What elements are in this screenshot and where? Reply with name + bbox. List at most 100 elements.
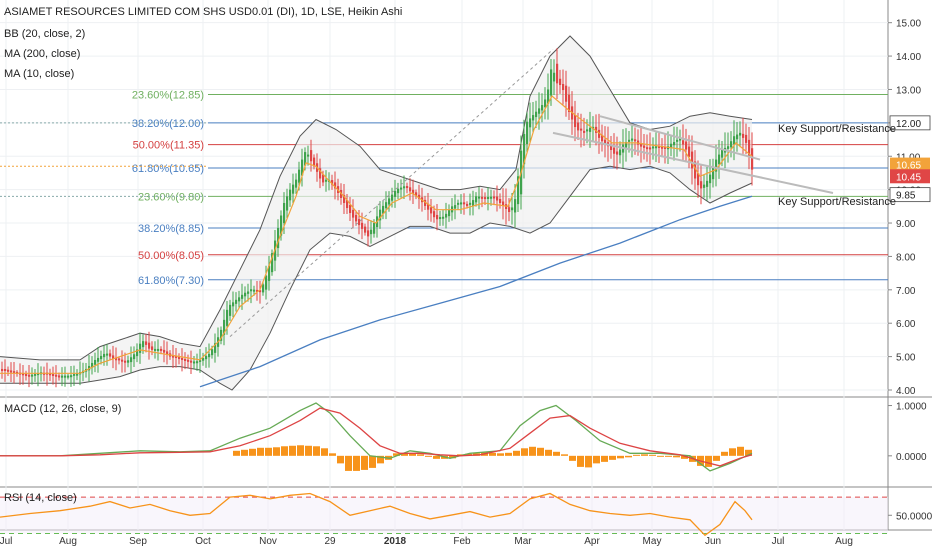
- candle-body: [598, 129, 601, 138]
- candle-body: [499, 198, 502, 203]
- candle-body: [367, 230, 370, 237]
- candle-body: [205, 355, 208, 360]
- candle-body: [13, 371, 16, 374]
- candles: [1, 48, 754, 388]
- macd-histogram-bar: [617, 455, 624, 459]
- study-ma200[interactable]: MA (200, close): [4, 48, 81, 60]
- candle-body: [478, 196, 481, 199]
- candle-body: [700, 181, 703, 189]
- price-badge: [890, 169, 930, 184]
- fib-label: 23.60%(12.85): [132, 89, 204, 101]
- candle-body: [589, 127, 592, 132]
- candle-body: [247, 291, 250, 294]
- candle-body: [748, 139, 751, 157]
- candle-body: [460, 202, 463, 205]
- time-tick-label: Apr: [584, 536, 600, 547]
- candle-body: [604, 139, 607, 144]
- candle-body: [91, 362, 94, 368]
- macd-histogram-bar: [249, 448, 256, 456]
- time-tick-label: Aug: [835, 536, 853, 547]
- candle-body: [595, 126, 598, 133]
- candle-body: [37, 373, 40, 376]
- fib-label: 50.00%(11.35): [133, 140, 204, 152]
- candle-body: [202, 357, 205, 361]
- candle-body: [97, 357, 100, 362]
- candle-body: [406, 186, 409, 189]
- candle-body: [124, 360, 127, 363]
- macd-histogram-bar: [361, 455, 368, 470]
- candle-body: [637, 140, 640, 145]
- candle-body: [745, 134, 748, 143]
- candle-body: [631, 138, 634, 141]
- candle-body: [394, 190, 397, 197]
- candle-body: [577, 122, 580, 131]
- candle-body: [685, 141, 688, 150]
- rsi-tick-label: 50.0000: [896, 511, 932, 522]
- candle-body: [136, 349, 139, 357]
- macd-title[interactable]: MACD (12, 26, close, 9): [4, 403, 122, 415]
- candle-body: [112, 355, 115, 359]
- candle-body: [127, 360, 130, 363]
- candle-body: [469, 202, 472, 205]
- macd-histogram-bar: [721, 451, 728, 456]
- candle-body: [238, 297, 241, 302]
- price-tick-label: 14.00: [896, 52, 921, 63]
- rsi-line: [0, 492, 753, 537]
- price-badge-label: 10.45: [896, 172, 921, 183]
- candle-body: [544, 99, 547, 108]
- candle-body: [349, 205, 352, 214]
- candle-body: [736, 134, 739, 140]
- fib-label: 38.20%(12.00): [132, 118, 204, 130]
- candle-body: [661, 146, 664, 149]
- candle-body: [472, 200, 475, 207]
- candle-body: [733, 136, 736, 145]
- candle-body: [583, 130, 586, 133]
- rsi-title[interactable]: RSI (14, close): [4, 492, 77, 504]
- study-ma10[interactable]: MA (10, close): [4, 68, 75, 80]
- candle-body: [385, 202, 388, 209]
- key-support-resistance-label: Key Support/Resistance: [778, 123, 896, 135]
- macd-histogram-bar: [553, 451, 560, 456]
- macd-histogram-bar: [377, 455, 384, 464]
- candle-body: [253, 289, 256, 292]
- macd-histogram-bar: [257, 447, 264, 456]
- candle-body: [355, 215, 358, 222]
- candle-body: [514, 199, 517, 213]
- candle-body: [400, 187, 403, 190]
- candle-body: [634, 139, 637, 142]
- time-tick-label: Nov: [259, 536, 277, 547]
- macd-histogram-bar: [601, 455, 608, 462]
- time-tick-label: Mar: [514, 536, 532, 547]
- candle-body: [262, 284, 265, 293]
- candle-body: [655, 146, 658, 149]
- candle-body: [310, 150, 313, 162]
- macd-histogram-bar: [505, 452, 512, 456]
- candle-body: [442, 216, 445, 219]
- candle-body: [55, 374, 58, 377]
- candle-body: [556, 63, 559, 84]
- candle-body: [163, 349, 166, 353]
- candle-body: [313, 157, 316, 167]
- candle-body: [727, 146, 730, 149]
- candle-body: [22, 373, 25, 376]
- time-tick-label: Sep: [129, 536, 147, 547]
- candle-body: [115, 357, 118, 361]
- macd-histogram-bar: [417, 454, 424, 456]
- candle-body: [559, 78, 562, 86]
- candle-body: [526, 121, 529, 145]
- candle-body: [424, 199, 427, 206]
- candle-body: [7, 369, 10, 372]
- candle-body: [436, 214, 439, 220]
- candle-body: [298, 169, 301, 183]
- fib-levels: 23.60%(12.85) 38.20%(12.00) 50.00%(11.35) 6…: [0, 89, 888, 287]
- candle-body: [676, 139, 679, 142]
- candle-body: [172, 355, 175, 358]
- candle-body: [121, 359, 124, 362]
- price-tick-label: 7.00: [896, 286, 916, 297]
- candle-body: [325, 179, 328, 182]
- macd-histogram-bar: [593, 455, 600, 464]
- price-tick-label: 15.00: [896, 19, 921, 30]
- candle-body: [697, 173, 700, 186]
- time-tick-label: Jun: [705, 536, 721, 547]
- study-bb[interactable]: BB (20, close, 2): [4, 28, 86, 40]
